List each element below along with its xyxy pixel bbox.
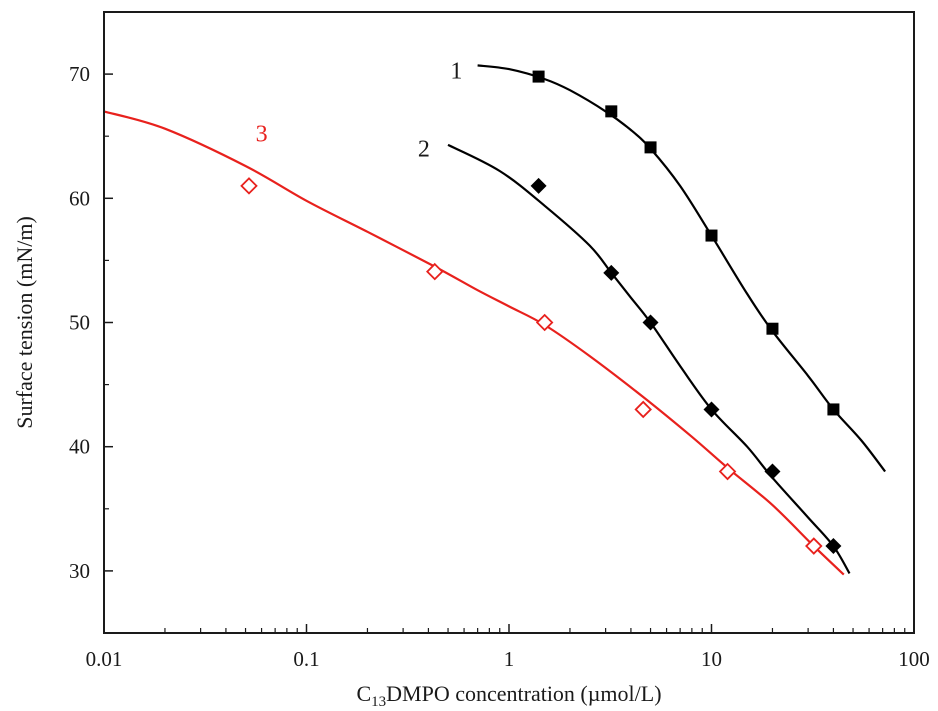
fit-curves	[103, 64, 886, 576]
curve-labels: 1 2 3	[256, 58, 463, 162]
x-axis-title-suffix: DMPO concentration (µmol/L)	[386, 681, 661, 706]
y-axis-title: Surface tension (mN/m)	[12, 216, 37, 429]
y-tick-label: 50	[69, 311, 90, 335]
y-tick-label: 30	[69, 559, 90, 583]
data-point-series-1	[605, 105, 618, 118]
data-point-series-1	[766, 322, 779, 335]
data-point-series-2	[530, 177, 547, 194]
data-markers	[240, 70, 842, 555]
data-point-series-3	[718, 462, 737, 481]
x-axis-title-prefix: C	[356, 681, 371, 706]
y-tick-label: 60	[69, 186, 90, 210]
y-tick-label: 70	[69, 62, 90, 86]
data-point-series-1	[705, 229, 718, 242]
data-point-series-3	[535, 313, 554, 332]
data-point-series-1	[827, 403, 840, 416]
fit-curve-3	[103, 110, 845, 576]
data-point-series-1	[644, 141, 657, 154]
fit-curve-1	[477, 64, 886, 473]
x-tick-label: 0.01	[86, 647, 123, 671]
fit-curve-2	[447, 143, 851, 574]
curve-label-3: 3	[256, 122, 268, 148]
curve-label-2: 2	[418, 137, 430, 163]
data-point-series-2	[642, 314, 659, 331]
x-axis-ticks: 0.01 0.1 1 10 100	[86, 624, 930, 671]
data-point-series-3	[805, 537, 823, 555]
x-tick-label: 10	[701, 647, 722, 671]
data-point-series-2	[825, 538, 842, 555]
x-axis-title-subscript: 13	[371, 694, 386, 710]
data-point-series-3	[634, 400, 652, 419]
data-point-series-2	[764, 463, 781, 480]
y-axis-ticks: 30 40 50 60 70	[69, 11, 113, 634]
data-point-series-3	[240, 177, 258, 195]
x-axis-title: C13DMPO concentration (µmol/L)	[356, 681, 661, 710]
x-tick-label: 1	[504, 647, 515, 671]
curve-label-1: 1	[450, 58, 462, 84]
x-tick-label: 100	[898, 647, 930, 671]
data-point-series-2	[703, 401, 720, 418]
data-point-series-3	[426, 262, 444, 281]
x-tick-label: 0.1	[293, 647, 319, 671]
y-tick-label: 40	[69, 435, 90, 459]
data-point-series-2	[603, 264, 620, 281]
data-point-series-1	[532, 70, 545, 83]
